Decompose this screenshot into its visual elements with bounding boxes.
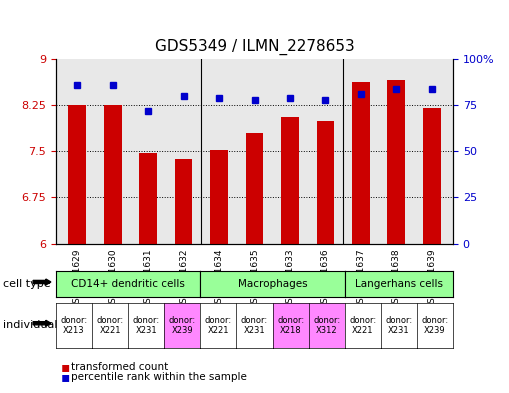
Text: ▪: ▪ [61,360,70,375]
Text: donor:
X239: donor: X239 [421,316,448,335]
Bar [104,105,122,244]
Bar [423,108,441,244]
Bar [139,153,157,244]
Text: percentile rank within the sample: percentile rank within the sample [71,372,247,382]
Bar [352,83,370,244]
Text: donor:
X221: donor: X221 [205,316,232,335]
Bar [317,121,334,244]
Text: donor:
X239: donor: X239 [169,316,196,335]
Text: cell type: cell type [3,279,50,289]
Text: donor:
X213: donor: X213 [61,316,88,335]
Text: transformed count: transformed count [71,362,168,373]
Text: donor:
X218: donor: X218 [277,316,304,335]
Bar [68,105,86,244]
Text: Macrophages: Macrophages [238,279,307,289]
Text: ▪: ▪ [61,370,70,384]
Text: donor:
X231: donor: X231 [133,316,160,335]
Bar [281,118,299,244]
Text: individual: individual [3,320,57,330]
Text: Langerhans cells: Langerhans cells [355,279,443,289]
Title: GDS5349 / ILMN_2278653: GDS5349 / ILMN_2278653 [155,39,354,55]
Bar [175,159,192,244]
Text: donor:
X231: donor: X231 [241,316,268,335]
Bar [210,150,228,244]
Text: donor:
X312: donor: X312 [313,316,340,335]
Bar [387,81,405,244]
Text: donor:
X231: donor: X231 [385,316,412,335]
Text: donor:
X221: donor: X221 [97,316,124,335]
Text: CD14+ dendritic cells: CD14+ dendritic cells [71,279,185,289]
Text: donor:
X221: donor: X221 [349,316,376,335]
Bar [246,133,263,244]
